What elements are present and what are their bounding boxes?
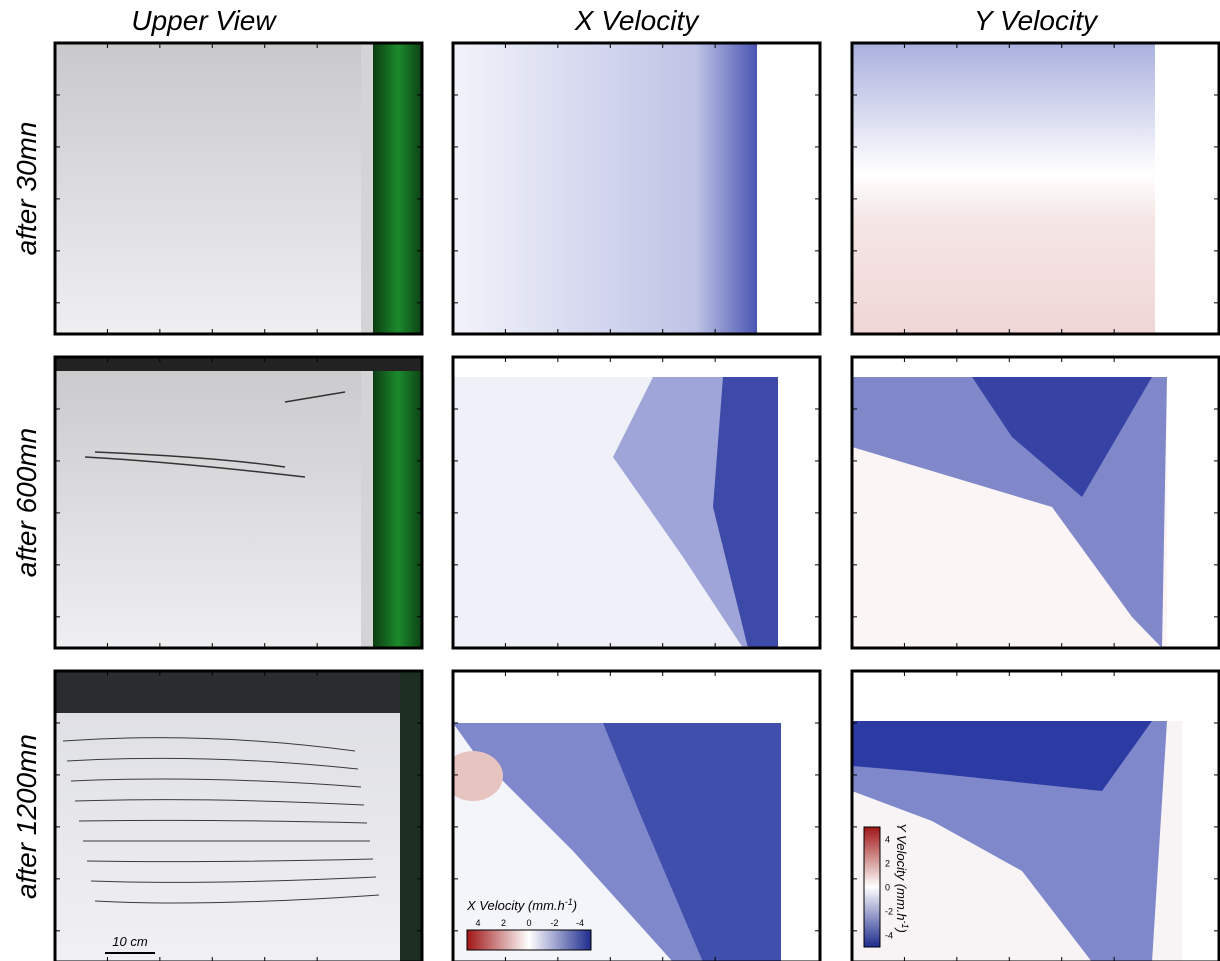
frame-edge (361, 43, 373, 334)
panel-content (453, 43, 820, 334)
colorbar-tick: 4 (885, 834, 890, 844)
panel: 10 cm (55, 671, 422, 961)
colorbar-tick: 0 (526, 918, 531, 928)
field (852, 43, 1155, 334)
colorbar-tick: -4 (885, 930, 893, 940)
column-title: Y Velocity (974, 5, 1099, 36)
colorbar (467, 930, 591, 950)
colorbar-title: Y Velocity (mm.h-1) (894, 823, 910, 933)
colorbar-tick: -2 (885, 906, 893, 916)
top-bar (55, 357, 422, 371)
panel-content: 10 cm (55, 671, 422, 961)
figure: 10 cm Upper View X Velocity Y Velocity afte… (0, 0, 1220, 961)
colorbar (864, 827, 880, 947)
row-title: after 1200mn (11, 734, 42, 899)
title-sup: -1 (900, 921, 910, 929)
colorbar-tick: 2 (501, 918, 506, 928)
title-sup: -1 (565, 897, 573, 907)
title-text: X Velocity (mm.h (466, 898, 565, 913)
panel (852, 357, 1219, 648)
panel (443, 671, 820, 961)
panel (55, 43, 423, 334)
panels: 10 cm (55, 43, 1219, 961)
row-title: after 30mn (11, 122, 42, 256)
colorbar-tick: 0 (885, 882, 890, 892)
column-title: Upper View (131, 5, 277, 36)
colorbar-tick: 4 (475, 918, 480, 928)
colorbar-tick: 2 (885, 858, 890, 868)
panel-content (55, 357, 423, 648)
photo (55, 671, 422, 961)
panel-content (443, 671, 820, 961)
scale-label: 10 cm (112, 934, 148, 949)
colorbar-tick: -2 (550, 918, 558, 928)
panel (852, 43, 1219, 334)
row-title: after 600mn (11, 428, 42, 577)
top-bar (55, 671, 422, 713)
right-wall (400, 671, 422, 961)
frame-edge (361, 357, 373, 648)
panel (453, 43, 820, 334)
panel-content (852, 43, 1219, 334)
panel-content (453, 357, 820, 648)
panel-content (55, 43, 423, 334)
green-wall (373, 357, 423, 648)
title-text: Y Velocity (mm.h (894, 823, 909, 921)
colorbar-title: X Velocity (mm.h-1) (466, 897, 577, 913)
field (453, 43, 757, 334)
green-wall (373, 43, 423, 334)
panel-content (852, 357, 1219, 648)
panel (55, 357, 423, 648)
colorbar-tick: -4 (576, 918, 584, 928)
panel (453, 357, 820, 648)
column-title: X Velocity (574, 5, 700, 36)
